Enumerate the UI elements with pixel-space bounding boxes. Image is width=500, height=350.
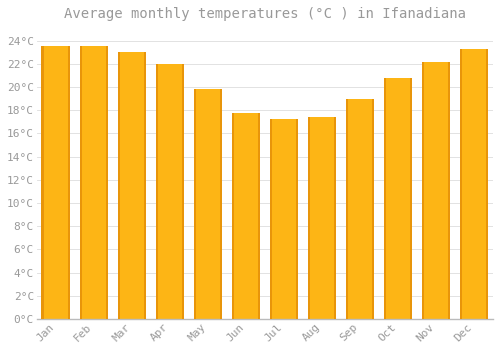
Bar	[106, 47, 108, 319]
Bar	[308, 117, 336, 319]
Bar	[258, 113, 260, 319]
Bar	[422, 62, 450, 319]
Bar	[220, 89, 222, 319]
Bar	[42, 47, 44, 319]
Bar	[194, 89, 196, 319]
Bar	[384, 78, 386, 319]
Bar	[80, 47, 108, 319]
Bar	[334, 117, 336, 319]
Bar	[372, 99, 374, 319]
Title: Average monthly temperatures (°C ) in Ifanadiana: Average monthly temperatures (°C ) in If…	[64, 7, 466, 21]
Bar	[118, 52, 120, 319]
Bar	[346, 99, 374, 319]
Bar	[42, 47, 70, 319]
Bar	[156, 64, 158, 319]
Bar	[68, 47, 70, 319]
Bar	[384, 78, 412, 319]
Bar	[308, 117, 310, 319]
Bar	[182, 64, 184, 319]
Bar	[410, 78, 412, 319]
Bar	[156, 64, 184, 319]
Bar	[346, 99, 348, 319]
Bar	[460, 49, 488, 319]
Bar	[270, 119, 272, 319]
Bar	[448, 62, 450, 319]
Bar	[232, 113, 260, 319]
Bar	[118, 52, 146, 319]
Bar	[460, 49, 462, 319]
Bar	[422, 62, 424, 319]
Bar	[270, 119, 298, 319]
Bar	[486, 49, 488, 319]
Bar	[144, 52, 146, 319]
Bar	[296, 119, 298, 319]
Bar	[80, 47, 82, 319]
Bar	[194, 89, 222, 319]
Bar	[232, 113, 234, 319]
